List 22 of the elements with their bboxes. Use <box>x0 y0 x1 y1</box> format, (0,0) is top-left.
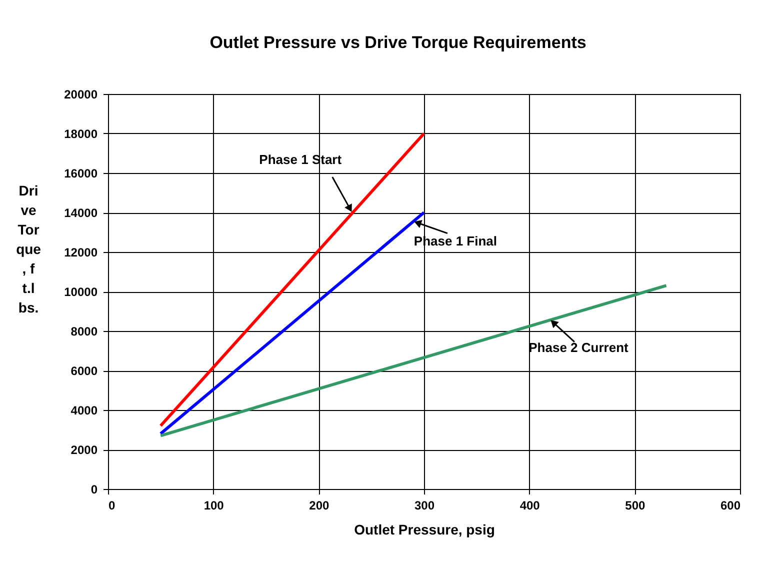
y-tick-label: 20000 <box>64 88 98 102</box>
y-tick-label: 8000 <box>70 324 98 338</box>
x-tick-label: 200 <box>309 498 330 512</box>
y-tick-label: 18000 <box>64 127 98 141</box>
series-label: Phase 2 Current <box>528 340 630 355</box>
x-axis-title: Outlet Pressure, psig <box>354 522 495 538</box>
x-tick-label: 400 <box>520 498 540 512</box>
y-tick-label: 4000 <box>70 404 98 418</box>
y-tick-label: 6000 <box>70 364 98 378</box>
y-tick-label: 14000 <box>64 206 98 220</box>
x-tick-label: 300 <box>414 498 435 512</box>
x-tick-label: 0 <box>108 498 116 512</box>
y-tick-label: 16000 <box>64 166 98 180</box>
y-tick-label: 0 <box>90 482 98 496</box>
chart-title: Outlet Pressure vs Drive Torque Requirements <box>210 33 586 52</box>
x-tick-label: 600 <box>720 498 741 512</box>
x-tick-label: 500 <box>625 498 646 512</box>
x-tick-label: 100 <box>204 498 224 512</box>
y-tick-label: 2000 <box>70 443 98 457</box>
y-axis-title: Drive Torque, ft.lbs. <box>16 182 42 316</box>
y-tick-label: 10000 <box>64 285 98 299</box>
y-tick-label: 12000 <box>64 246 98 260</box>
